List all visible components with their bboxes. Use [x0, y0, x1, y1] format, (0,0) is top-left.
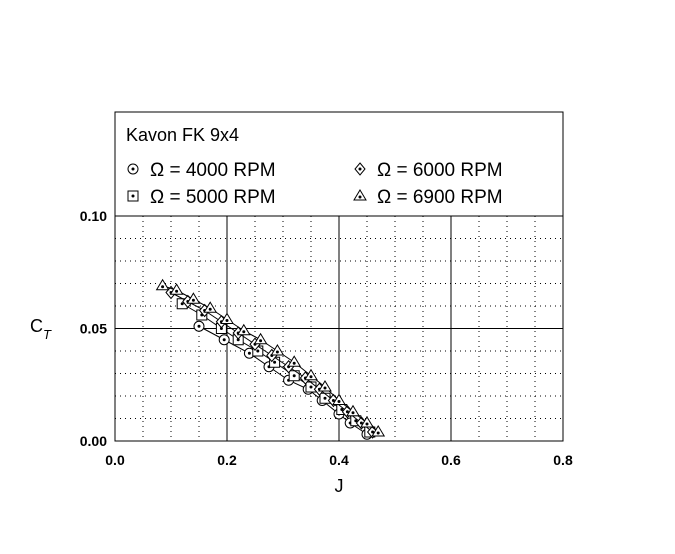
x-tick-label: 0.8 [553, 452, 573, 468]
data-point [203, 301, 218, 313]
y-axis-label-main: C [30, 316, 43, 336]
legend-entry-label: Ω = 4000 RPM [150, 160, 276, 181]
y-axis-label-sub: T [43, 327, 52, 342]
x-tick-label: 0.4 [329, 452, 349, 468]
y-tick-label: 0.05 [80, 321, 107, 337]
data-point [346, 404, 360, 417]
series-line [198, 325, 368, 435]
x-tick-label: 0.0 [105, 452, 125, 468]
legend-entry-label: Ω = 6000 RPM [377, 160, 503, 181]
legend-marker [354, 162, 366, 176]
series-4 [155, 278, 386, 437]
data-point [218, 334, 230, 346]
data-point [236, 323, 251, 336]
legend-marker [127, 190, 139, 202]
data-point [305, 381, 317, 393]
data-point [220, 312, 234, 324]
tick-labels: 0.0 0.2 0.4 0.6 0.8 0.00 0.05 0.10 [80, 208, 573, 468]
plot-frame [114, 215, 564, 442]
y-axis-label: CT [30, 316, 52, 342]
x-tick-label: 0.2 [217, 452, 237, 468]
data-point [371, 425, 386, 437]
legend-box [114, 111, 564, 217]
data-point [304, 368, 318, 381]
series-layer [155, 278, 386, 440]
legend-marker [127, 163, 139, 175]
legend-entry-label: Ω = 6900 RPM [377, 187, 503, 208]
y-tick-label: 0.10 [80, 208, 107, 224]
data-point [318, 380, 332, 392]
data-point [253, 332, 268, 345]
legend-marker [353, 189, 367, 201]
x-axis-label: J [335, 476, 344, 496]
chart-title: Kavon FK 9x4 [126, 125, 239, 145]
data-point [186, 292, 201, 304]
data-point [169, 283, 184, 295]
y-tick-label: 0.00 [80, 433, 107, 449]
data-point [332, 393, 346, 405]
data-point [270, 344, 285, 356]
data-point [360, 416, 374, 428]
legend: Ω = 4000 RPM Ω = 5000 RPM Ω = 6000 RPM Ω = … [127, 160, 503, 208]
legend-entry-label: Ω = 5000 RPM [150, 187, 276, 208]
x-tick-label: 0.6 [441, 452, 461, 468]
data-point [319, 392, 331, 404]
data-point [193, 320, 205, 332]
data-point [155, 278, 170, 291]
data-point [287, 355, 302, 367]
